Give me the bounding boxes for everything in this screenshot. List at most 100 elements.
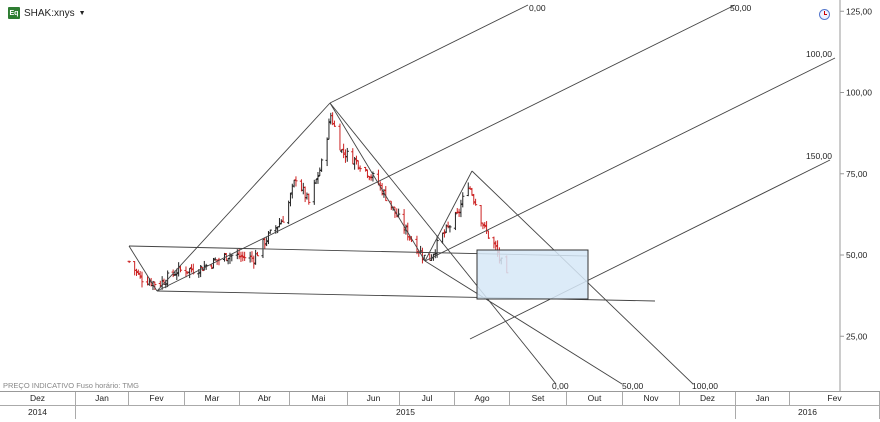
price-bar bbox=[188, 268, 192, 279]
price-bar bbox=[320, 158, 324, 172]
price-bar bbox=[486, 230, 491, 239]
y-axis-ticks: 25,00 50,00 75,00 100,00 125,00 bbox=[840, 6, 872, 341]
price-bar bbox=[202, 260, 206, 271]
price-bar bbox=[248, 251, 252, 263]
month-label: Mai bbox=[290, 392, 348, 405]
month-label: Ago bbox=[455, 392, 510, 405]
price-bar bbox=[435, 235, 439, 258]
price-bar bbox=[303, 186, 307, 203]
fan-label-100-right: 100,00 bbox=[806, 49, 832, 59]
fan1-line-100[interactable] bbox=[424, 57, 836, 262]
price-bar bbox=[325, 137, 329, 167]
equity-icon: Eq bbox=[8, 7, 20, 19]
rectangle-drawing[interactable] bbox=[476, 249, 589, 300]
year-divider bbox=[0, 405, 880, 406]
price-bar bbox=[448, 225, 452, 233]
price-bar bbox=[318, 167, 322, 176]
price-bar bbox=[470, 187, 474, 196]
month-label: Dez bbox=[680, 392, 736, 405]
month-label: Set bbox=[510, 392, 567, 405]
fan-label-100-bottom: 100,00 bbox=[692, 381, 718, 391]
clock-icon[interactable] bbox=[819, 9, 830, 20]
symbol-selector[interactable]: Eq SHAK:xnys ▼ bbox=[8, 7, 86, 19]
price-bar bbox=[281, 215, 285, 223]
price-bar bbox=[292, 179, 296, 188]
month-label: Jul bbox=[400, 392, 455, 405]
price-bar bbox=[301, 182, 305, 195]
y-tick-label: 25,00 bbox=[846, 331, 868, 341]
price-bar bbox=[351, 148, 355, 165]
month-label: Nov bbox=[623, 392, 680, 405]
price-bar bbox=[153, 281, 157, 290]
price-bar bbox=[342, 143, 346, 159]
price-bars bbox=[127, 112, 509, 291]
fan-label-0-top: 0,00 bbox=[529, 3, 546, 13]
symbol-label[interactable]: SHAK:xnys bbox=[24, 7, 75, 19]
price-bar bbox=[453, 211, 458, 231]
fan1-line-0[interactable] bbox=[329, 4, 529, 104]
month-label: Out bbox=[567, 392, 623, 405]
year-label: 2015 bbox=[76, 406, 736, 419]
price-bar bbox=[314, 179, 318, 185]
price-bar bbox=[332, 120, 337, 127]
fan2-line-0[interactable] bbox=[329, 102, 557, 385]
price-bar bbox=[338, 123, 342, 151]
price-bar bbox=[287, 200, 291, 225]
fan-level-labels: 0,00 50,00 100,00 150,00 0,00 50,00 100,… bbox=[529, 3, 832, 391]
month-label: Fev bbox=[790, 392, 880, 405]
price-bar bbox=[384, 186, 388, 202]
price-bar bbox=[466, 182, 470, 197]
price-bar bbox=[461, 192, 465, 208]
price-bar bbox=[455, 208, 459, 214]
fan1-line-150[interactable] bbox=[469, 159, 831, 340]
price-bar bbox=[178, 265, 183, 273]
price-bar bbox=[316, 172, 320, 184]
y-tick-label: 50,00 bbox=[846, 250, 868, 260]
month-label: Jan bbox=[736, 392, 790, 405]
footer-note: PREÇO INDICATIVO Fuso horário: TMG bbox=[3, 381, 139, 390]
price-bar bbox=[358, 165, 362, 172]
price-bar bbox=[250, 251, 254, 263]
month-label: Dez bbox=[0, 392, 76, 405]
price-bar bbox=[140, 271, 144, 288]
month-label: Jun bbox=[348, 392, 400, 405]
month-label: Mar bbox=[185, 392, 240, 405]
price-bar bbox=[288, 192, 293, 207]
price-bar bbox=[305, 192, 309, 200]
price-bar bbox=[199, 264, 203, 278]
price-bar bbox=[327, 118, 331, 140]
price-bar bbox=[345, 147, 349, 162]
price-bar bbox=[217, 257, 221, 266]
month-label: Abr bbox=[240, 392, 290, 405]
trend-line-link[interactable] bbox=[128, 245, 158, 292]
y-tick-label: 100,00 bbox=[846, 88, 872, 98]
y-tick-label: 125,00 bbox=[846, 6, 872, 16]
price-bar bbox=[127, 260, 131, 264]
fan-base-line[interactable] bbox=[156, 102, 331, 292]
price-bar bbox=[444, 224, 448, 234]
fan3-base-line[interactable] bbox=[424, 170, 473, 262]
price-bar bbox=[354, 155, 359, 165]
year-label: 2016 bbox=[736, 406, 880, 419]
time-axis: Dez Jan Fev Mar Abr Mai Jun Jul Ago Set Out Nov Dez J… bbox=[0, 391, 880, 420]
y-tick-label: 75,00 bbox=[846, 169, 868, 179]
price-bar bbox=[268, 229, 272, 234]
gann-fan-lines[interactable] bbox=[128, 4, 836, 385]
price-bar bbox=[473, 198, 478, 206]
price-bar bbox=[371, 171, 375, 182]
fan2-line-50[interactable] bbox=[424, 260, 623, 385]
price-bar bbox=[255, 251, 260, 257]
price-bar bbox=[294, 176, 298, 187]
fan1-line-50[interactable] bbox=[156, 4, 736, 292]
chevron-down-icon[interactable]: ▼ bbox=[78, 9, 86, 17]
price-bar bbox=[307, 193, 311, 205]
price-bar bbox=[484, 221, 489, 234]
fan2-base-line[interactable] bbox=[329, 102, 426, 262]
price-bar bbox=[230, 254, 234, 262]
fan-label-0-bottom: 0,00 bbox=[552, 381, 569, 391]
fan-label-150-right: 150,00 bbox=[806, 151, 832, 161]
price-bar bbox=[329, 112, 333, 125]
month-label: Jan bbox=[76, 392, 129, 405]
